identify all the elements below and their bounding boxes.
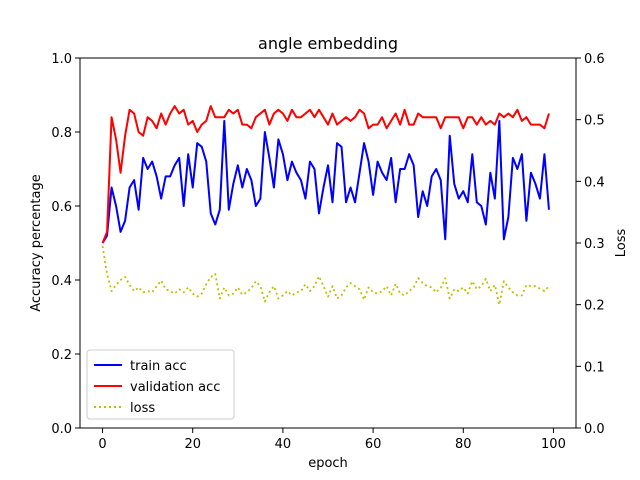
legend-label-train-acc: train acc bbox=[130, 359, 187, 374]
x-tick-label: 80 bbox=[455, 437, 472, 452]
x-axis: 0 20 40 60 80 100 bbox=[98, 428, 566, 452]
series-line-validation-acc bbox=[101, 105, 550, 244]
y-axis-label: Accuracy percentage bbox=[29, 174, 44, 312]
x-tick-label: 60 bbox=[365, 437, 382, 452]
x-tick-label: 20 bbox=[184, 437, 201, 452]
x-tick-label: 40 bbox=[275, 437, 292, 452]
series-line-train-acc bbox=[101, 119, 550, 244]
legend: train acc validation acc loss bbox=[86, 349, 235, 420]
x-axis-label: epoch bbox=[308, 456, 348, 471]
y2-tick-label: 0.5 bbox=[584, 114, 605, 129]
legend-label-validation-acc: validation acc bbox=[130, 380, 220, 395]
y2-tick-label: 0.0 bbox=[584, 422, 605, 437]
y2-tick-label: 0.6 bbox=[584, 52, 605, 67]
legend-box bbox=[86, 349, 235, 420]
chart-title: angle embedding bbox=[258, 34, 398, 53]
x-tick-label: 100 bbox=[541, 437, 566, 452]
y2-tick-label: 0.1 bbox=[584, 360, 605, 375]
y2-tick-label: 0.4 bbox=[584, 175, 605, 190]
y-tick-label: 0.2 bbox=[51, 348, 72, 363]
legend-label-loss: loss bbox=[130, 401, 155, 416]
y-axis-left: 0.0 0.2 0.4 0.6 0.8 1.0 bbox=[51, 52, 80, 437]
series-layer bbox=[101, 105, 550, 306]
y-tick-label: 0.6 bbox=[51, 200, 72, 215]
x-tick-label: 0 bbox=[98, 437, 106, 452]
y-tick-label: 1.0 bbox=[51, 52, 72, 67]
y2-tick-label: 0.3 bbox=[584, 237, 605, 252]
y-tick-label: 0.8 bbox=[51, 126, 72, 141]
y-tick-label: 0.4 bbox=[51, 274, 72, 289]
y2-axis-label: Loss bbox=[614, 229, 629, 258]
y-tick-label: 0.0 bbox=[51, 422, 72, 437]
y-axis-right: 0.0 0.1 0.2 0.3 0.4 0.5 0.6 bbox=[576, 52, 605, 437]
y2-tick-label: 0.2 bbox=[584, 299, 605, 314]
